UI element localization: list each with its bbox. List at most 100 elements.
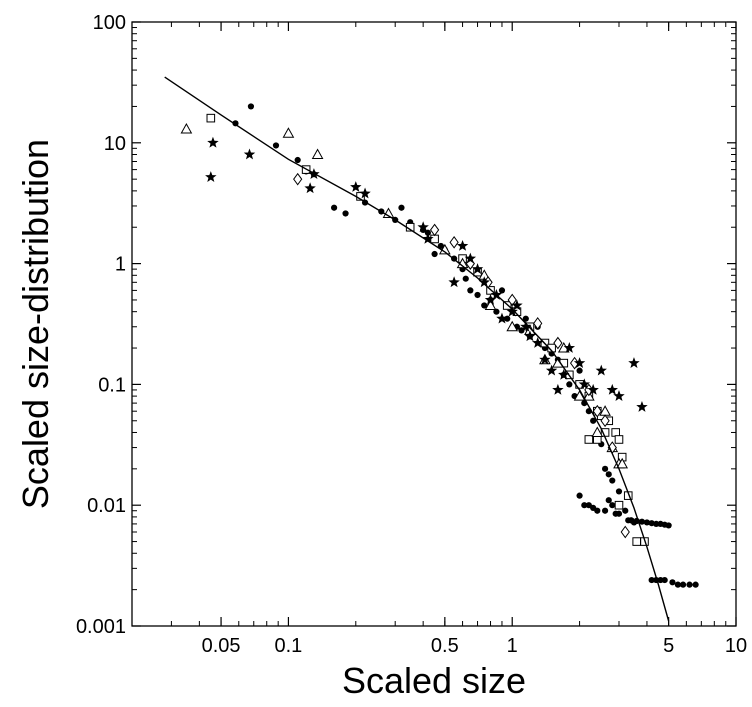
data-point-square bbox=[430, 234, 439, 244]
data-point-star bbox=[484, 293, 497, 305]
y-tick-label: 100 bbox=[93, 12, 126, 34]
data-point-circle bbox=[522, 315, 529, 322]
x-tick-label: 5 bbox=[663, 635, 674, 657]
data-point-circle bbox=[622, 507, 629, 514]
y-tick-label: 0.001 bbox=[76, 616, 126, 638]
data-point-circle bbox=[609, 477, 616, 484]
data-point-diamond bbox=[507, 293, 517, 307]
data-point-square bbox=[611, 428, 620, 437]
data-point-circle bbox=[686, 581, 693, 588]
data-point-star bbox=[496, 312, 508, 324]
data-point-square bbox=[206, 113, 216, 123]
data-point-circle bbox=[605, 471, 612, 478]
data-point-star bbox=[350, 181, 362, 192]
data-point-triangle bbox=[438, 243, 451, 255]
y-axis-title: Scaled size-distribution bbox=[15, 139, 56, 509]
data-point-star bbox=[545, 364, 558, 376]
data-point-circle bbox=[590, 417, 597, 424]
data-point-circle bbox=[665, 522, 672, 529]
data-point-star bbox=[478, 276, 490, 288]
fit-layer bbox=[164, 76, 670, 622]
data-point-circle bbox=[331, 204, 338, 211]
data-point-circle bbox=[467, 287, 474, 294]
data-point-circle bbox=[498, 287, 506, 294]
data-point-star bbox=[464, 252, 477, 264]
data-point-circle bbox=[692, 581, 699, 588]
data-point-circle bbox=[398, 204, 405, 211]
data-point-circle bbox=[294, 156, 301, 164]
x-axis-title: Scaled size bbox=[342, 660, 526, 701]
y-tick-label: 0.01 bbox=[87, 495, 126, 517]
y-tick-label: 10 bbox=[104, 133, 126, 155]
data-point-star bbox=[417, 221, 429, 233]
data-point-circle bbox=[601, 465, 609, 472]
data-point-circle bbox=[669, 579, 676, 586]
data-point-star bbox=[205, 171, 217, 182]
data-point-triangle bbox=[484, 299, 497, 310]
plot-frame bbox=[131, 21, 737, 627]
data-point-circle bbox=[247, 103, 255, 110]
data-point-square bbox=[632, 537, 642, 546]
x-tick-label: 0.1 bbox=[275, 635, 303, 657]
data-point-circle bbox=[272, 142, 280, 149]
data-point-circle bbox=[661, 576, 668, 584]
data-point-square bbox=[614, 435, 624, 444]
data-point-star bbox=[456, 239, 469, 251]
data-point-star bbox=[552, 383, 564, 395]
data-point-circle bbox=[576, 367, 583, 374]
data-point-circle bbox=[605, 497, 612, 504]
data-point-star bbox=[613, 390, 625, 401]
data-point-circle bbox=[648, 576, 655, 584]
data-point-circle bbox=[615, 488, 623, 495]
data-point-star bbox=[563, 342, 576, 353]
data-point-diamond bbox=[620, 525, 630, 539]
data-point-star bbox=[595, 364, 607, 376]
ticks-layer: 0.05 0.1 0.5 1 5 10 0.001 0.01 0.1 1 10 100 bbox=[76, 12, 747, 657]
data-point-circle bbox=[493, 308, 500, 315]
data-point-circle bbox=[566, 381, 573, 388]
fit-curve bbox=[164, 76, 670, 622]
data-point-circle bbox=[474, 291, 481, 299]
data-point-star bbox=[359, 187, 371, 199]
data-point-triangle bbox=[282, 127, 295, 138]
data-point-star bbox=[558, 368, 570, 380]
data-point-star bbox=[636, 401, 648, 412]
data-point-circle bbox=[481, 302, 488, 309]
data-point-diamond bbox=[533, 317, 543, 330]
data-point-circle bbox=[674, 581, 681, 588]
data-point-star bbox=[207, 136, 219, 148]
data-point-circle bbox=[628, 517, 635, 524]
data-point-star bbox=[520, 320, 532, 332]
data-point-circle bbox=[342, 210, 349, 217]
data-point-circle bbox=[594, 507, 601, 514]
x-tick-label: 10 bbox=[725, 635, 747, 657]
data-point-circle bbox=[601, 507, 609, 514]
data-point-circle bbox=[437, 242, 444, 250]
x-tick-label: 0.05 bbox=[202, 635, 241, 657]
data-point-star bbox=[243, 148, 256, 160]
data-point-circle bbox=[581, 502, 588, 509]
data-point-circle bbox=[576, 492, 583, 499]
data-point-diamond bbox=[592, 404, 602, 418]
data-point-triangle bbox=[591, 426, 604, 437]
data-point-diamond bbox=[449, 235, 459, 249]
x-tick-label: 0.5 bbox=[431, 635, 459, 657]
data-point-star bbox=[448, 276, 460, 288]
data-point-star bbox=[471, 263, 484, 274]
data-point-square bbox=[614, 500, 624, 510]
data-point-circle bbox=[653, 520, 660, 528]
data-point-triangle bbox=[616, 457, 629, 469]
data-point-star bbox=[539, 353, 551, 365]
data-point-triangle bbox=[311, 148, 324, 160]
data-point-star bbox=[578, 378, 591, 390]
data-point-star bbox=[511, 299, 523, 311]
data-point-circle bbox=[643, 519, 651, 526]
y-tick-label: 1 bbox=[115, 254, 126, 276]
data-point-circle bbox=[638, 518, 646, 525]
data-point-triangle bbox=[506, 320, 519, 332]
data-point-triangle bbox=[180, 123, 193, 134]
data-point-diamond bbox=[553, 336, 563, 350]
data-layer bbox=[180, 103, 699, 588]
